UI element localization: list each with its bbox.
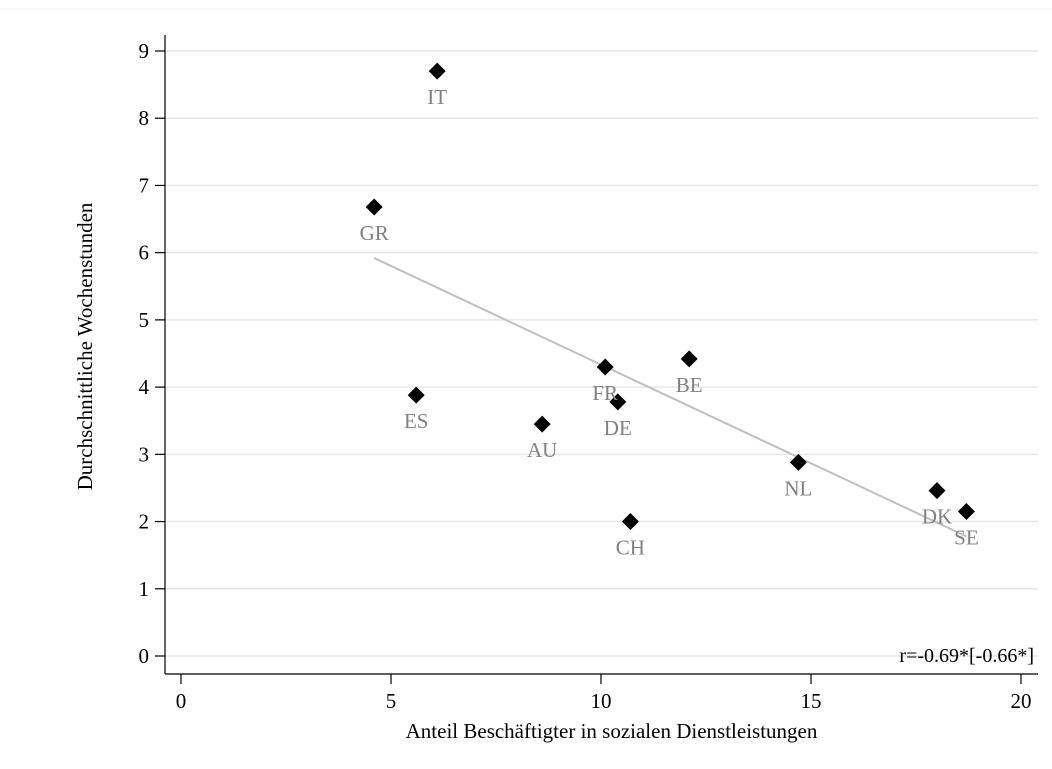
y-tick-label: 5 <box>139 308 150 332</box>
point-label-nl: NL <box>784 476 812 500</box>
data-point-fr <box>596 358 614 376</box>
y-tick-label: 6 <box>139 241 150 265</box>
data-point-se <box>957 502 975 520</box>
data-point-it <box>428 62 446 80</box>
point-label-fr: FR <box>592 381 618 405</box>
data-point-ch <box>621 513 639 531</box>
y-tick-label: 1 <box>139 577 150 601</box>
data-point-nl <box>789 453 807 471</box>
fit-line <box>373 257 967 538</box>
gridlines <box>165 50 1038 657</box>
y-tick-label: 9 <box>139 39 150 63</box>
point-label-gr: GR <box>360 221 389 245</box>
y-tick-label: 7 <box>139 173 150 197</box>
data-point-au <box>533 415 551 433</box>
fit-line-group <box>373 257 967 538</box>
x-tick-label: 20 <box>1011 689 1032 713</box>
point-label-dk: DK <box>922 505 952 529</box>
y-tick-label: 3 <box>139 442 150 466</box>
data-point-de <box>609 393 627 411</box>
x-tick-label: 0 <box>176 689 187 713</box>
data-point-gr <box>365 198 383 216</box>
x-tick-label: 10 <box>591 689 612 713</box>
point-label-de: DE <box>604 416 632 440</box>
data-points <box>365 62 975 531</box>
x-axis-title: Anteil Beschäftigter in sozialen Dienstl… <box>406 719 818 743</box>
y-tick-label: 8 <box>139 106 150 130</box>
y-axis-title: Durchschnittliche Wochenstunden <box>73 202 97 490</box>
x-tick-label: 15 <box>801 689 822 713</box>
y-tick-label: 2 <box>139 510 150 534</box>
axes: 0 1 2 3 4 5 6 7 8 9 0 5 10 15 20 <box>139 35 1038 713</box>
correlation-annotation: r=-0.69*[-0.66*] <box>899 645 1034 667</box>
x-tick-label: 5 <box>386 689 397 713</box>
point-label-au: AU <box>527 438 557 462</box>
y-tick-label: 4 <box>139 375 150 399</box>
data-point-es <box>407 386 425 404</box>
data-point-be <box>680 350 698 368</box>
data-point-dk <box>928 482 946 500</box>
point-label-ch: CH <box>616 536 645 560</box>
point-label-be: BE <box>676 373 703 397</box>
point-label-es: ES <box>404 409 429 433</box>
point-label-it: IT <box>427 85 447 109</box>
y-tick-label: 0 <box>139 644 150 668</box>
point-label-se: SE <box>954 525 979 549</box>
